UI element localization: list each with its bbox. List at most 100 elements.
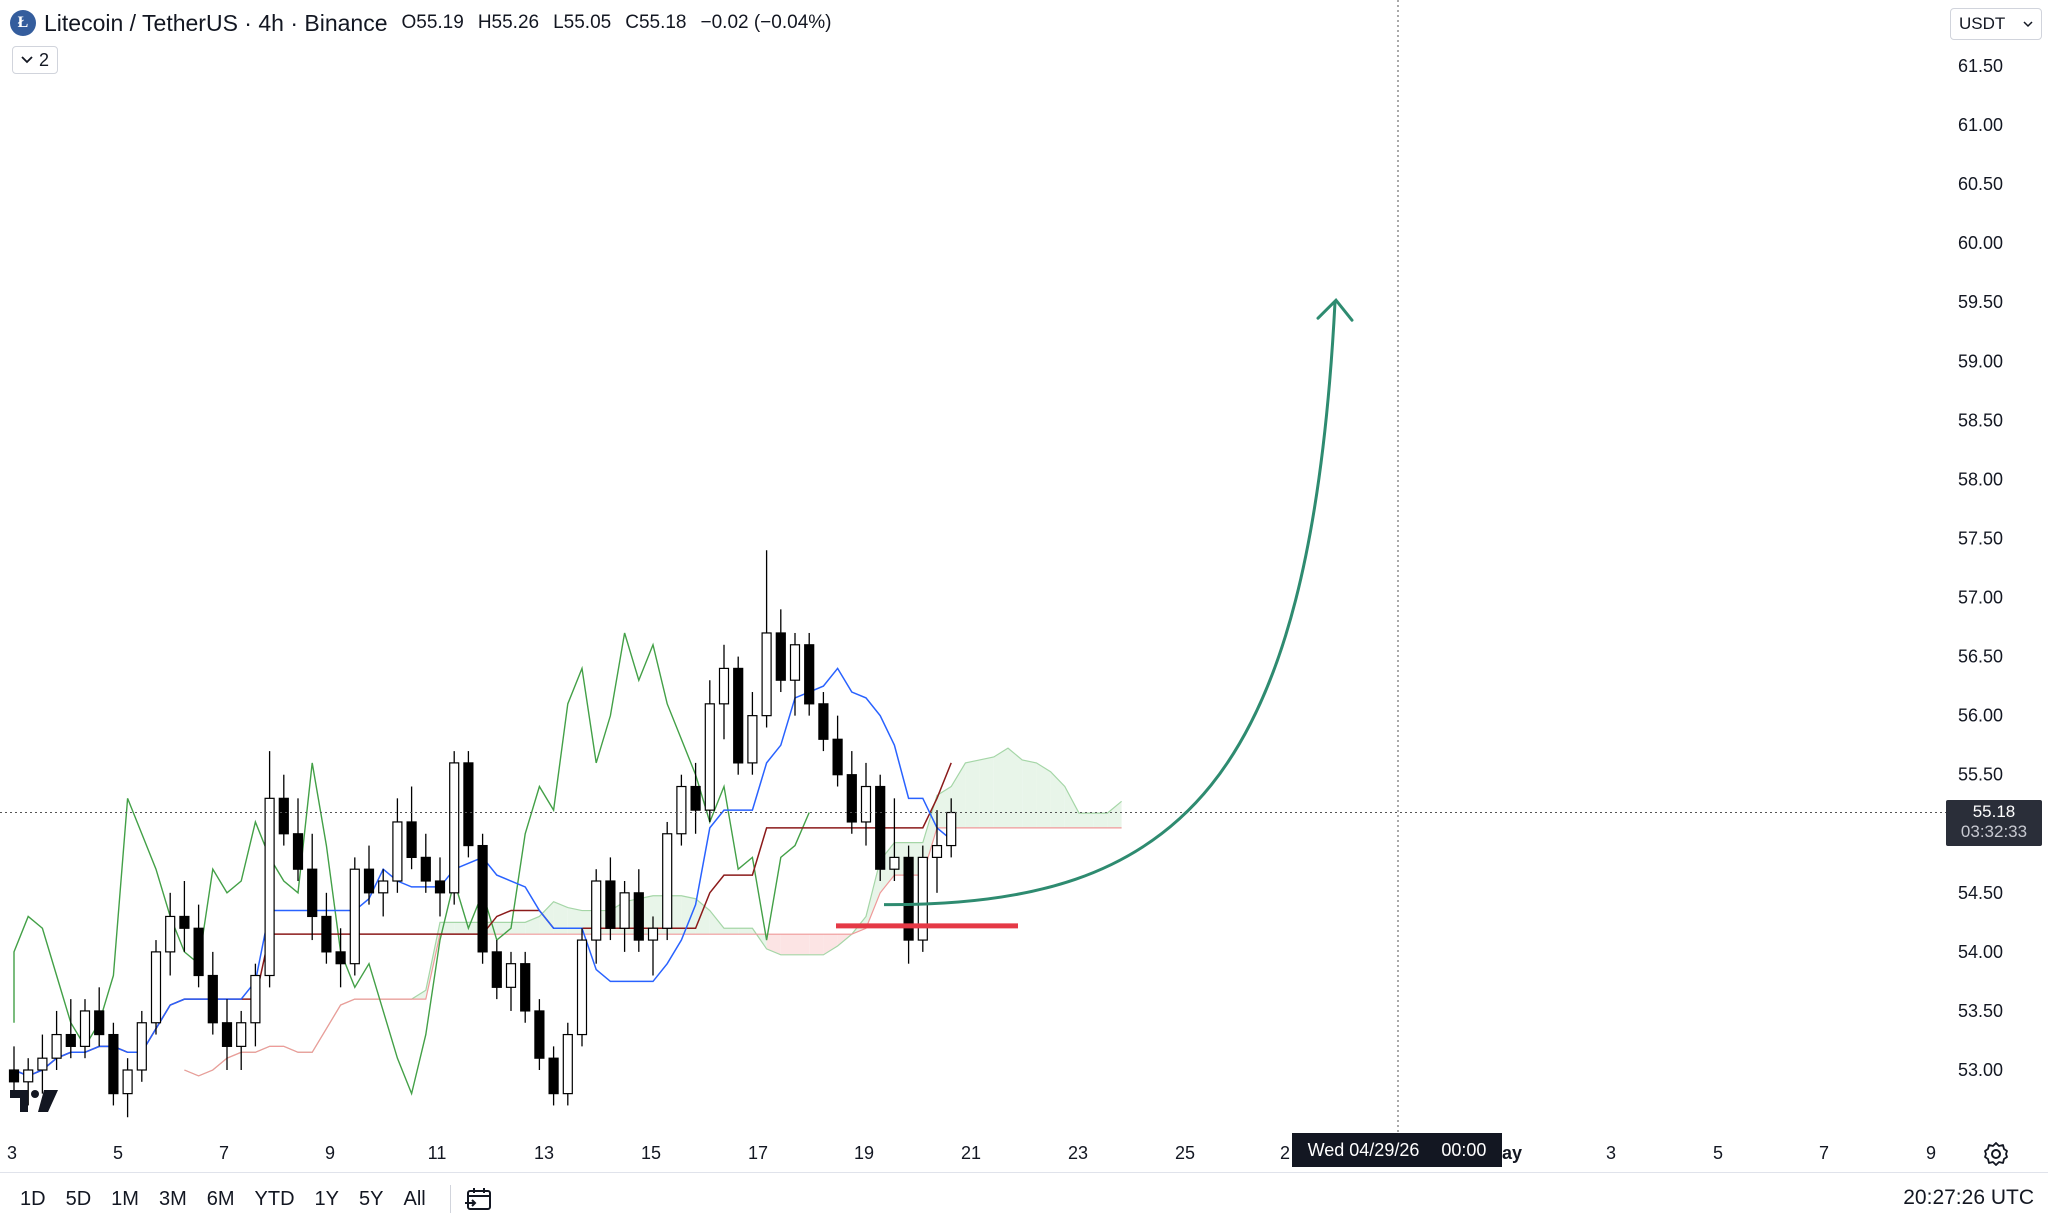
range-1y[interactable]: 1Y	[314, 1187, 340, 1210]
projection-curve	[883, 302, 1337, 907]
candle-body	[363, 868, 375, 894]
cloud-segment	[496, 922, 511, 935]
candle-body	[79, 1010, 91, 1047]
cloud-segment	[993, 748, 1008, 828]
candle-body	[23, 1069, 34, 1083]
range-6m[interactable]: 6M	[206, 1187, 235, 1210]
change-value: −0.02 (−0.04%)	[700, 12, 832, 33]
time-tick-label: 5	[113, 1143, 123, 1163]
candle-body	[846, 774, 857, 823]
time-axis[interactable]: 3 5 7 9 11 13 15 17 19 21 23 25 2 ay 3 5 7 9	[7, 1143, 1936, 1163]
candle-body	[761, 632, 772, 717]
symbol-title[interactable]: Litecoin / TetherUS · 4h · Binance	[44, 9, 388, 36]
candle-body	[8, 1069, 20, 1083]
cloud-segment	[866, 860, 881, 929]
drawings	[0, 0, 1946, 1133]
cloud-segment	[1079, 813, 1094, 828]
candle-body	[221, 1022, 233, 1047]
range-all[interactable]: All	[403, 1187, 426, 1210]
candle-body	[94, 1010, 105, 1036]
cloud-segment	[766, 934, 781, 955]
cloud-segment	[965, 759, 980, 828]
divider	[449, 1185, 451, 1213]
candle-body	[576, 939, 588, 1036]
range-1d[interactable]: 1D	[20, 1187, 46, 1210]
candle-body	[349, 868, 360, 965]
candle-body	[505, 963, 517, 988]
candle-body	[51, 1033, 62, 1059]
cloud-segment	[922, 795, 937, 876]
candle-body	[150, 951, 162, 1024]
ohlc-values: O55.19 H55.26 L55.05 C55.18 −0.02 (−0.04…	[401, 12, 831, 34]
utc-clock[interactable]: 20:27:26 UTC	[1903, 1186, 2034, 1209]
range-5d[interactable]: 5D	[65, 1187, 92, 1210]
candle-body	[591, 880, 602, 941]
candle-body	[477, 844, 488, 953]
candle-body	[676, 785, 687, 835]
crosshair-time: 00:00	[1441, 1139, 1487, 1160]
last-price-value: 55.18	[1972, 802, 2016, 821]
indicator-toggle-button[interactable]: 2	[12, 46, 58, 74]
price-tick-label: 58.00	[1958, 469, 2003, 489]
range-ytd[interactable]: YTD	[254, 1187, 295, 1210]
candle-body	[733, 667, 744, 764]
crosshair-date: Wed 04/29/26	[1307, 1139, 1420, 1160]
candle-body	[392, 821, 403, 882]
time-tick-label: 25	[1175, 1143, 1195, 1163]
candle-body	[718, 667, 730, 705]
range-3m[interactable]: 3M	[158, 1187, 187, 1210]
range-1m[interactable]: 1M	[111, 1187, 139, 1210]
close-key: C	[625, 12, 639, 33]
candle-body	[804, 644, 815, 705]
chikou-span	[13, 632, 810, 1096]
bar-countdown: 03:32:33	[1960, 822, 2028, 841]
candle-body	[832, 738, 843, 776]
cloud-segment	[1093, 813, 1108, 828]
tradingview-logo[interactable]	[10, 1086, 62, 1114]
candle-body	[789, 644, 801, 681]
time-tick-label: 7	[1819, 1143, 1829, 1163]
time-tick-label: 23	[1068, 1143, 1088, 1163]
price-tick-label: 59.50	[1958, 292, 2003, 312]
time-tick-label: 13	[534, 1143, 554, 1163]
price-tick-label: 57.50	[1958, 528, 2003, 548]
candle-body	[520, 963, 531, 1012]
cloud-segment	[823, 934, 838, 955]
chevron-down-icon	[21, 56, 33, 64]
cloud-segment	[511, 922, 526, 935]
range-5y[interactable]: 5Y	[359, 1187, 384, 1210]
currency-select[interactable]: USDT	[1950, 8, 2042, 40]
candle-body	[378, 880, 389, 894]
candle-body	[406, 821, 417, 858]
cloud-segment	[809, 934, 824, 955]
cloud-segment	[454, 922, 469, 935]
price-tick-label: 54.50	[1958, 883, 2003, 903]
settings-icon[interactable]	[1982, 1140, 2010, 1168]
candle-body	[65, 1033, 76, 1047]
candle-body	[335, 951, 346, 965]
candle-body	[122, 1069, 133, 1095]
time-tick-label: 5	[1713, 1143, 1723, 1163]
time-tick-label: 17	[748, 1143, 768, 1163]
open-value: 55.19	[416, 12, 464, 33]
candle-body	[278, 797, 289, 835]
candle-body	[931, 844, 943, 858]
candle-body	[108, 1033, 119, 1095]
cloud-segment	[738, 928, 753, 935]
cloud-segment	[1036, 762, 1051, 828]
price-tick-label: 53.50	[1958, 1001, 2003, 1021]
price-axis[interactable]: 61.50 61.00 60.50 60.00 59.50 59.00 58.50 58.00…	[1958, 56, 2003, 1080]
cloud-segment	[880, 842, 895, 893]
candle-body	[264, 797, 275, 977]
calendar-icon[interactable]	[464, 1185, 493, 1213]
candles	[8, 550, 957, 1118]
candle-body	[903, 856, 914, 941]
projection-arrow-head	[1316, 297, 1354, 322]
candle-body	[420, 856, 431, 882]
cloud-segment	[695, 898, 710, 935]
high-key: H	[477, 12, 492, 33]
open-key: O	[401, 12, 417, 33]
litecoin-icon[interactable]: Ł	[10, 10, 36, 36]
time-tick-label: 19	[854, 1143, 874, 1163]
